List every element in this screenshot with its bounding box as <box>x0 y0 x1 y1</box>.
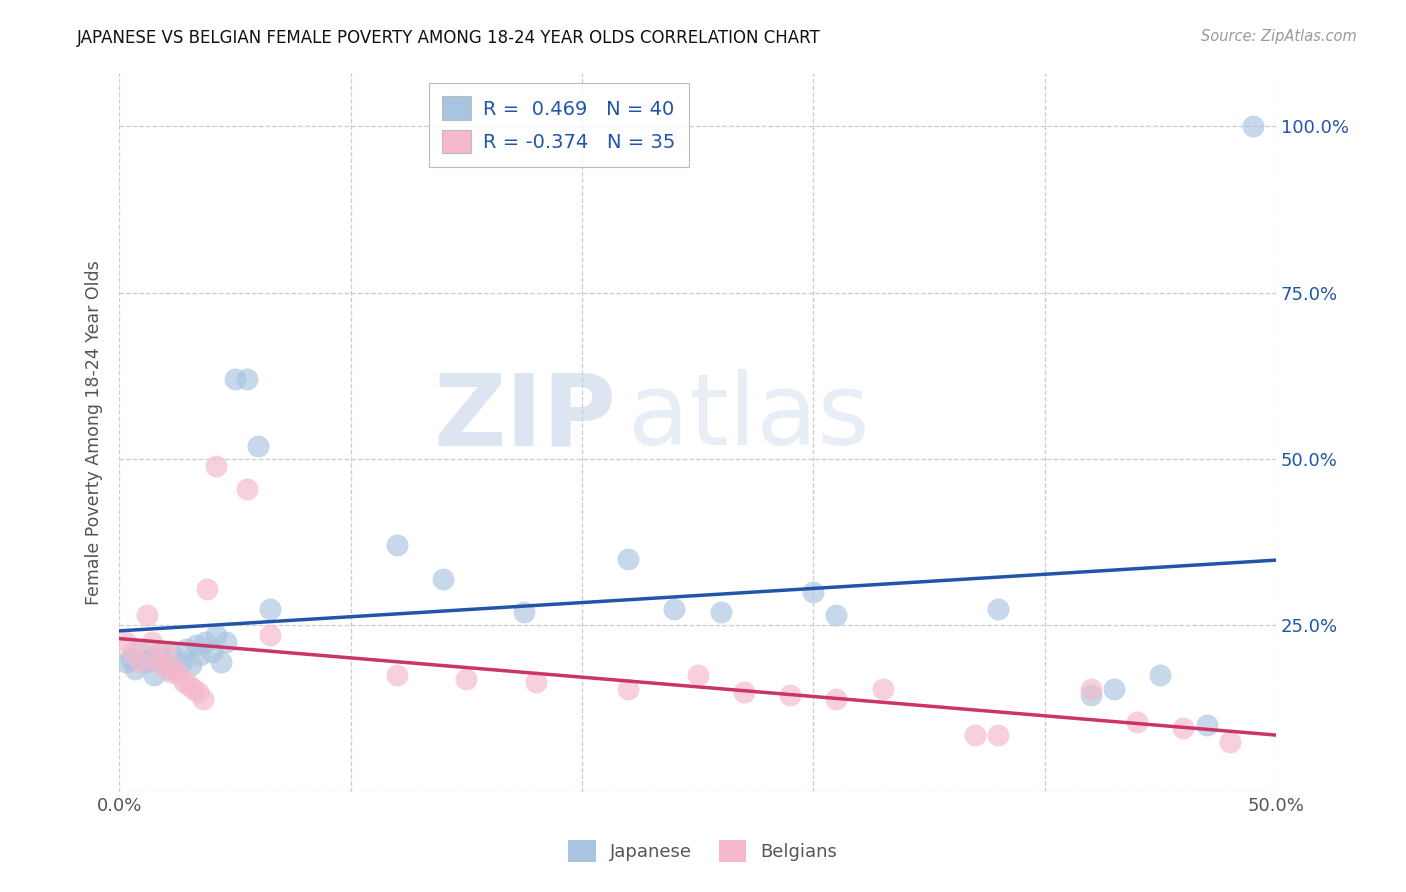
Point <box>134 655 156 669</box>
Point <box>1219 735 1241 749</box>
Point <box>129 655 152 669</box>
Point <box>176 641 198 656</box>
Point <box>1241 120 1264 134</box>
Point <box>177 678 200 692</box>
Point <box>194 635 217 649</box>
Point <box>825 608 848 623</box>
Point <box>195 582 218 596</box>
Point <box>209 655 232 669</box>
Point <box>141 635 163 649</box>
Point <box>987 601 1010 615</box>
Y-axis label: Female Poverty Among 18-24 Year Olds: Female Poverty Among 18-24 Year Olds <box>86 260 103 605</box>
Point <box>122 645 145 659</box>
Point <box>432 572 454 586</box>
Point <box>1195 718 1218 732</box>
Point <box>166 662 188 676</box>
Point <box>180 658 202 673</box>
Legend: Japanese, Belgians: Japanese, Belgians <box>561 833 845 870</box>
Point <box>152 655 174 669</box>
Point <box>205 628 228 642</box>
Point <box>205 458 228 473</box>
Point <box>385 668 408 682</box>
Point <box>201 645 224 659</box>
Point <box>456 672 478 686</box>
Point <box>115 635 138 649</box>
Point <box>524 674 547 689</box>
Point <box>143 668 166 682</box>
Point <box>170 655 193 669</box>
Point <box>129 641 152 656</box>
Point <box>136 608 159 623</box>
Point <box>1126 714 1149 729</box>
Point <box>138 651 160 665</box>
Point <box>181 681 204 696</box>
Point <box>191 691 214 706</box>
Point <box>149 658 172 673</box>
Point <box>120 651 142 665</box>
Text: JAPANESE VS BELGIAN FEMALE POVERTY AMONG 18-24 YEAR OLDS CORRELATION CHART: JAPANESE VS BELGIAN FEMALE POVERTY AMONG… <box>77 29 821 46</box>
Point <box>664 601 686 615</box>
Point <box>115 655 138 669</box>
Point <box>733 685 755 699</box>
Point <box>1080 681 1102 696</box>
Point <box>224 372 246 386</box>
Point <box>1080 688 1102 702</box>
Point <box>124 662 146 676</box>
Point <box>1149 668 1171 682</box>
Point <box>148 645 170 659</box>
Point <box>965 728 987 742</box>
Point <box>259 628 281 642</box>
Point <box>987 728 1010 742</box>
Point <box>1102 681 1125 696</box>
Point <box>385 539 408 553</box>
Point <box>173 674 195 689</box>
Point <box>1173 722 1195 736</box>
Point <box>188 648 211 663</box>
Point <box>155 645 177 659</box>
Point <box>710 605 733 619</box>
Point <box>247 439 270 453</box>
Point <box>235 482 257 496</box>
Point <box>235 372 257 386</box>
Point <box>779 688 801 702</box>
Point <box>145 651 167 665</box>
Text: ZIP: ZIP <box>434 369 617 467</box>
Point <box>184 638 207 652</box>
Point <box>162 648 184 663</box>
Point <box>686 668 709 682</box>
Point <box>169 668 191 682</box>
Point <box>259 601 281 615</box>
Text: atlas: atlas <box>628 369 870 467</box>
Point <box>163 662 186 676</box>
Point <box>215 635 238 649</box>
Point <box>156 662 179 676</box>
Point <box>825 691 848 706</box>
Point <box>617 551 640 566</box>
Point <box>801 585 824 599</box>
Point <box>617 681 640 696</box>
Point <box>513 605 536 619</box>
Point <box>187 685 209 699</box>
Legend: R =  0.469   N = 40, R = -0.374   N = 35: R = 0.469 N = 40, R = -0.374 N = 35 <box>429 83 689 167</box>
Point <box>872 681 894 696</box>
Point <box>159 665 181 679</box>
Text: Source: ZipAtlas.com: Source: ZipAtlas.com <box>1201 29 1357 44</box>
